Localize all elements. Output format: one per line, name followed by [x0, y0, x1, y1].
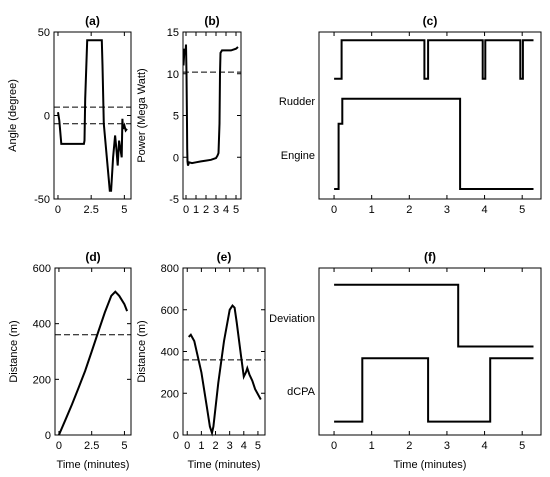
y-axis-label: Angle (degree)	[7, 79, 19, 152]
series-line	[334, 357, 534, 423]
x-tick-label: 4	[481, 440, 487, 452]
y-tick-label: 50	[38, 27, 50, 39]
panel-title: (e)	[217, 250, 232, 264]
y-tick-label: 600	[33, 263, 51, 275]
y-tick-label: 200	[161, 388, 179, 400]
y-tick-label: -50	[34, 194, 50, 206]
y-tick-label: 0	[45, 430, 51, 442]
x-tick-label: 0	[331, 204, 337, 216]
x-tick-label: 1	[198, 440, 204, 452]
x-axis-label: Time (minutes)	[188, 459, 261, 471]
y-axis-label: Power (Mega Watt)	[136, 68, 148, 162]
x-tick-label: 2.5	[84, 204, 99, 216]
panel-a: (a) 0 2.5 5 -50 0 50 Angle (degree)	[7, 14, 132, 216]
row-label: Engine	[281, 150, 315, 162]
axes-frame	[53, 31, 132, 200]
series-line	[57, 290, 129, 436]
y-tick-label: 400	[33, 319, 51, 331]
series-line	[57, 39, 128, 192]
y-tick-label: 0	[173, 430, 179, 442]
x-tick-label: 2.5	[84, 440, 99, 452]
x-tick-label: 0	[183, 204, 189, 216]
x-tick-label: 2	[406, 440, 412, 452]
x-tick-label: 3	[213, 204, 219, 216]
axes-frame	[318, 267, 542, 436]
x-tick-label: 5	[519, 440, 525, 452]
x-tick-label: 3	[444, 204, 450, 216]
y-tick-label: -5	[169, 194, 179, 206]
y-tick-label: 600	[161, 305, 179, 317]
x-tick-label: 1	[193, 204, 199, 216]
x-tick-label: 5	[519, 204, 525, 216]
x-tick-label: 5	[121, 204, 127, 216]
x-axis-label: Time (minutes)	[394, 459, 467, 471]
x-tick-label: 0	[56, 440, 62, 452]
x-tick-label: 3	[227, 440, 233, 452]
x-tick-label: 0	[331, 440, 337, 452]
panel-title: (f)	[424, 250, 436, 264]
y-tick-label: 400	[161, 347, 179, 359]
y-tick-label: 5	[173, 111, 179, 123]
series-line	[334, 39, 534, 80]
series-line	[334, 97, 534, 190]
x-tick-label: 1	[369, 204, 375, 216]
series-line	[182, 44, 239, 166]
y-tick-label: 10	[167, 69, 179, 81]
panel-title: (c)	[423, 14, 438, 28]
x-tick-label: 2	[212, 440, 218, 452]
x-tick-label: 0	[55, 204, 61, 216]
panel-d: (d) 0 2.5 5 0 200 400 600 Time (minutes) Distance…	[8, 250, 132, 471]
x-tick-label: 0	[184, 440, 190, 452]
x-tick-label: 5	[233, 204, 239, 216]
panel-title: (d)	[85, 250, 100, 264]
x-tick-label: 3	[444, 440, 450, 452]
axes-frame	[182, 267, 266, 436]
panel-title: (b)	[204, 14, 219, 28]
row-label: Deviation	[269, 313, 315, 325]
panel-c: (c) 0 1 2 3 4 5 Rudder Engine	[279, 14, 542, 216]
x-tick-label: 5	[121, 440, 127, 452]
x-tick-label: 4	[481, 204, 487, 216]
x-axis-label: Time (minutes)	[57, 459, 130, 471]
row-label: Rudder	[279, 96, 315, 108]
panel-title: (a)	[85, 14, 100, 28]
axes-frame	[54, 267, 132, 436]
series-line	[187, 304, 262, 437]
y-tick-label: 0	[173, 152, 179, 164]
panel-f: (f) 0 1 2 3 4 5 Deviation dCPA Time (minutes)	[269, 250, 542, 471]
row-label: dCPA	[287, 386, 316, 398]
y-axis-label: Distance (m)	[136, 320, 148, 382]
x-tick-label: 4	[223, 204, 229, 216]
axes-frame	[318, 31, 542, 200]
x-tick-label: 4	[241, 440, 247, 452]
y-tick-label: 200	[33, 374, 51, 386]
y-tick-label: 0	[44, 111, 50, 123]
x-tick-label: 5	[255, 440, 261, 452]
y-axis-label: Distance (m)	[8, 320, 20, 382]
axes-frame	[182, 31, 242, 200]
y-tick-label: 15	[167, 27, 179, 39]
y-tick-label: 800	[161, 263, 179, 275]
x-tick-label: 1	[369, 440, 375, 452]
series-line	[334, 283, 534, 348]
x-tick-label: 2	[203, 204, 209, 216]
x-tick-label: 2	[406, 204, 412, 216]
